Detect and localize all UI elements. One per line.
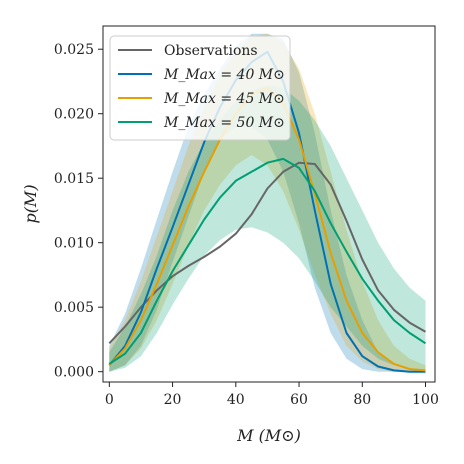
band-series-1 bbox=[109, 33, 426, 372]
y-tick-label: 0.020 bbox=[54, 107, 94, 123]
line-series-3 bbox=[108, 157, 427, 365]
band-series-2 bbox=[109, 33, 426, 372]
plot-frame bbox=[102, 25, 436, 383]
y-axis-label: p(M) bbox=[21, 184, 40, 223]
x-tick-label: 0 bbox=[105, 392, 114, 408]
y-tick-label: 0.000 bbox=[54, 365, 94, 381]
x-tick-label: 20 bbox=[164, 392, 182, 408]
x-tick-label: 40 bbox=[227, 392, 245, 408]
line-series-0 bbox=[108, 161, 426, 344]
legend-label-0: Observations bbox=[164, 43, 258, 59]
legend-label-1: M_Max = 40 M⊙ bbox=[163, 67, 285, 83]
legend-label-2: M_Max = 45 M⊙ bbox=[163, 91, 285, 107]
legend-box bbox=[109, 35, 291, 141]
legend-label-3: M_Max = 50 M⊙ bbox=[163, 115, 285, 131]
legend: Observations M_Max = 40 M⊙ M_Max = 45 M⊙ M_… bbox=[109, 35, 291, 141]
x-axis: 0 20 40 60 80 100 bbox=[105, 382, 439, 408]
axis-labels: M (M⊙) p(M) bbox=[21, 184, 301, 445]
y-axis: 0.000 0.005 0.010 0.015 0.020 0.025 bbox=[54, 42, 103, 381]
x-tick-label: 60 bbox=[290, 392, 308, 408]
x-tick-label: 80 bbox=[353, 392, 371, 408]
y-tick-label: 0.015 bbox=[54, 171, 94, 187]
x-axis-label: M (M⊙) bbox=[236, 426, 301, 445]
y-tick-label: 0.010 bbox=[54, 236, 94, 252]
y-tick-label: 0.025 bbox=[54, 42, 94, 58]
x-tick-label: 100 bbox=[412, 392, 439, 408]
y-tick-label: 0.005 bbox=[54, 300, 94, 316]
plot-area bbox=[108, 33, 427, 373]
